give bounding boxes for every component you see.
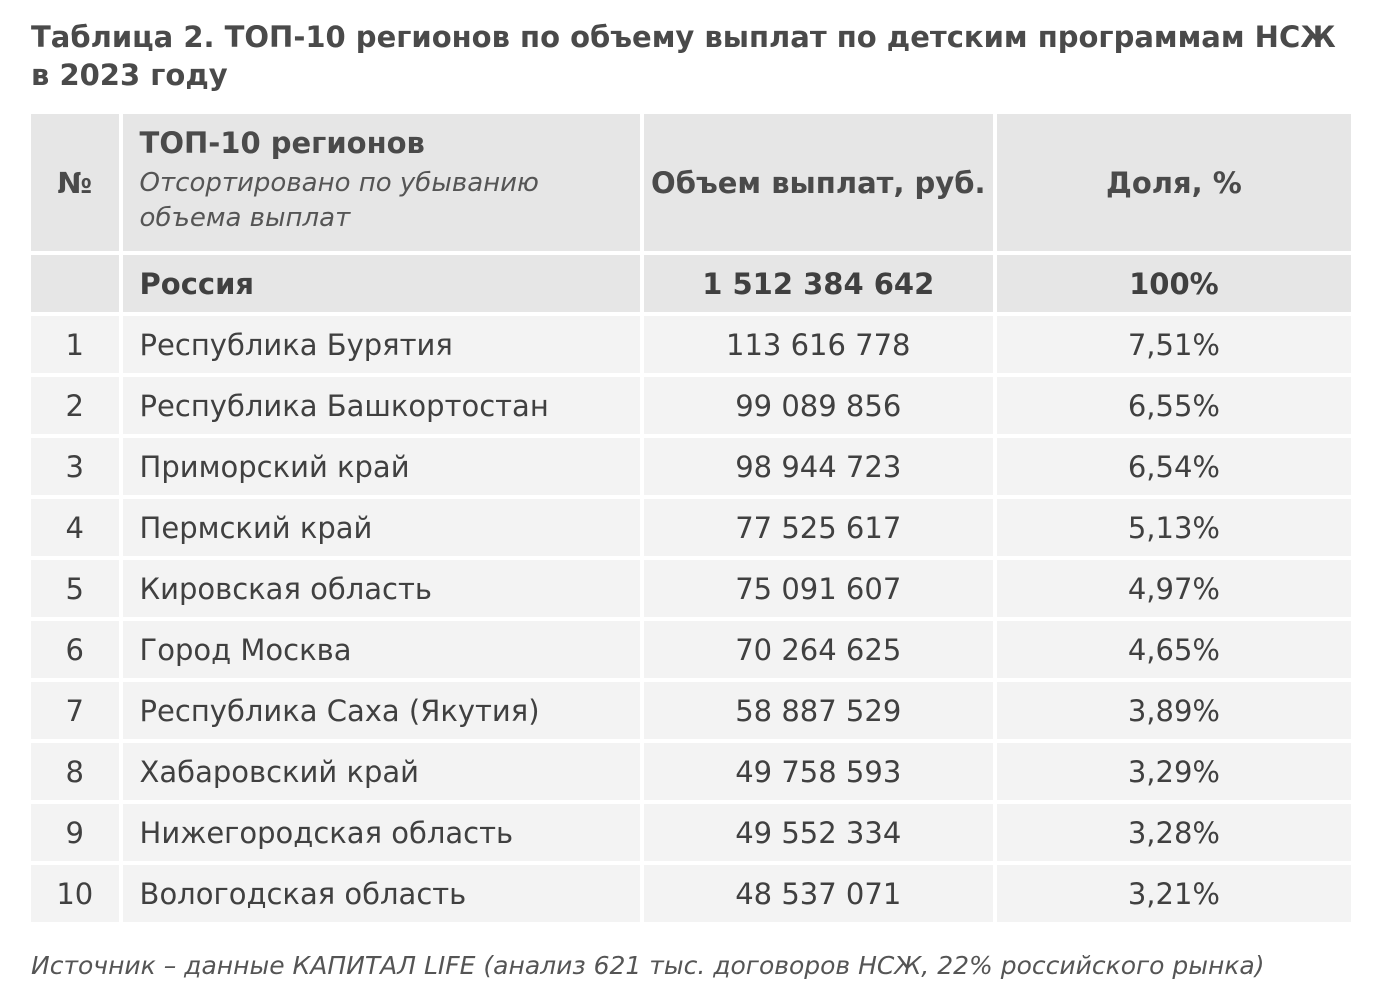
row-region: Республика Саха (Якутия) <box>122 682 644 743</box>
row-share: 4,65% <box>996 621 1351 682</box>
total-row: Россия 1 512 384 642 100% <box>31 255 1351 316</box>
table-row: 5 Кировская область 75 091 607 4,97% <box>31 560 1351 621</box>
row-num: 10 <box>31 865 123 926</box>
row-share: 4,97% <box>996 560 1351 621</box>
table-row: 6 Город Москва 70 264 625 4,65% <box>31 621 1351 682</box>
row-volume: 75 091 607 <box>643 560 997 621</box>
row-region: Нижегородская область <box>122 804 644 865</box>
total-region: Россия <box>122 255 644 316</box>
row-share: 3,21% <box>996 865 1351 926</box>
row-num: 2 <box>31 377 123 438</box>
row-region: Город Москва <box>122 621 644 682</box>
table-row: 1 Республика Бурятия 113 616 778 7,51% <box>31 316 1351 377</box>
row-volume: 98 944 723 <box>643 438 997 499</box>
regions-table: № ТОП-10 регионов Отсортировано по убыва… <box>31 114 1351 926</box>
total-share: 100% <box>996 255 1351 316</box>
row-share: 6,55% <box>996 377 1351 438</box>
table-row: 4 Пермский край 77 525 617 5,13% <box>31 499 1351 560</box>
header-region: ТОП-10 регионов Отсортировано по убывани… <box>122 114 644 255</box>
row-region: Республика Башкортостан <box>122 377 644 438</box>
table-row: 10 Вологодская область 48 537 071 3,21% <box>31 865 1351 926</box>
row-num: 4 <box>31 499 123 560</box>
row-volume: 70 264 625 <box>643 621 997 682</box>
table-row: 8 Хабаровский край 49 758 593 3,29% <box>31 743 1351 804</box>
row-volume: 99 089 856 <box>643 377 997 438</box>
row-region: Приморский край <box>122 438 644 499</box>
row-num: 5 <box>31 560 123 621</box>
row-num: 6 <box>31 621 123 682</box>
header-volume: Объем выплат, руб. <box>643 114 997 255</box>
row-share: 3,89% <box>996 682 1351 743</box>
row-volume: 48 537 071 <box>643 865 997 926</box>
table-row: 2 Республика Башкортостан 99 089 856 6,55% <box>31 377 1351 438</box>
row-volume: 58 887 529 <box>643 682 997 743</box>
row-share: 3,29% <box>996 743 1351 804</box>
row-volume: 49 758 593 <box>643 743 997 804</box>
row-region: Вологодская область <box>122 865 644 926</box>
row-volume: 49 552 334 <box>643 804 997 865</box>
row-num: 3 <box>31 438 123 499</box>
header-share: Доля, % <box>996 114 1351 255</box>
row-share: 5,13% <box>996 499 1351 560</box>
row-region: Кировская область <box>122 560 644 621</box>
row-volume: 77 525 617 <box>643 499 997 560</box>
header-region-note: Отсортировано по убыванию объема выплат <box>139 168 539 233</box>
total-num <box>31 255 123 316</box>
row-share: 6,54% <box>996 438 1351 499</box>
row-num: 1 <box>31 316 123 377</box>
row-num: 8 <box>31 743 123 804</box>
row-num: 9 <box>31 804 123 865</box>
table-header-row: № ТОП-10 регионов Отсортировано по убыва… <box>31 114 1351 255</box>
row-share: 7,51% <box>996 316 1351 377</box>
row-share: 3,28% <box>996 804 1351 865</box>
table-row: 9 Нижегородская область 49 552 334 3,28% <box>31 804 1351 865</box>
row-region: Республика Бурятия <box>122 316 644 377</box>
source-note: Источник – данные КАПИТАЛ LIFE (анализ 6… <box>31 951 1265 980</box>
total-volume: 1 512 384 642 <box>643 255 997 316</box>
row-region: Пермский край <box>122 499 644 560</box>
row-region: Хабаровский край <box>122 743 644 804</box>
table-row: 3 Приморский край 98 944 723 6,54% <box>31 438 1351 499</box>
row-volume: 113 616 778 <box>643 316 997 377</box>
header-num: № <box>31 114 123 255</box>
header-region-label: ТОП-10 регионов <box>139 126 425 160</box>
page-title: Таблица 2. ТОП-10 регионов по объему вып… <box>31 20 1336 92</box>
row-num: 7 <box>31 682 123 743</box>
table-row: 7 Республика Саха (Якутия) 58 887 529 3,89% <box>31 682 1351 743</box>
